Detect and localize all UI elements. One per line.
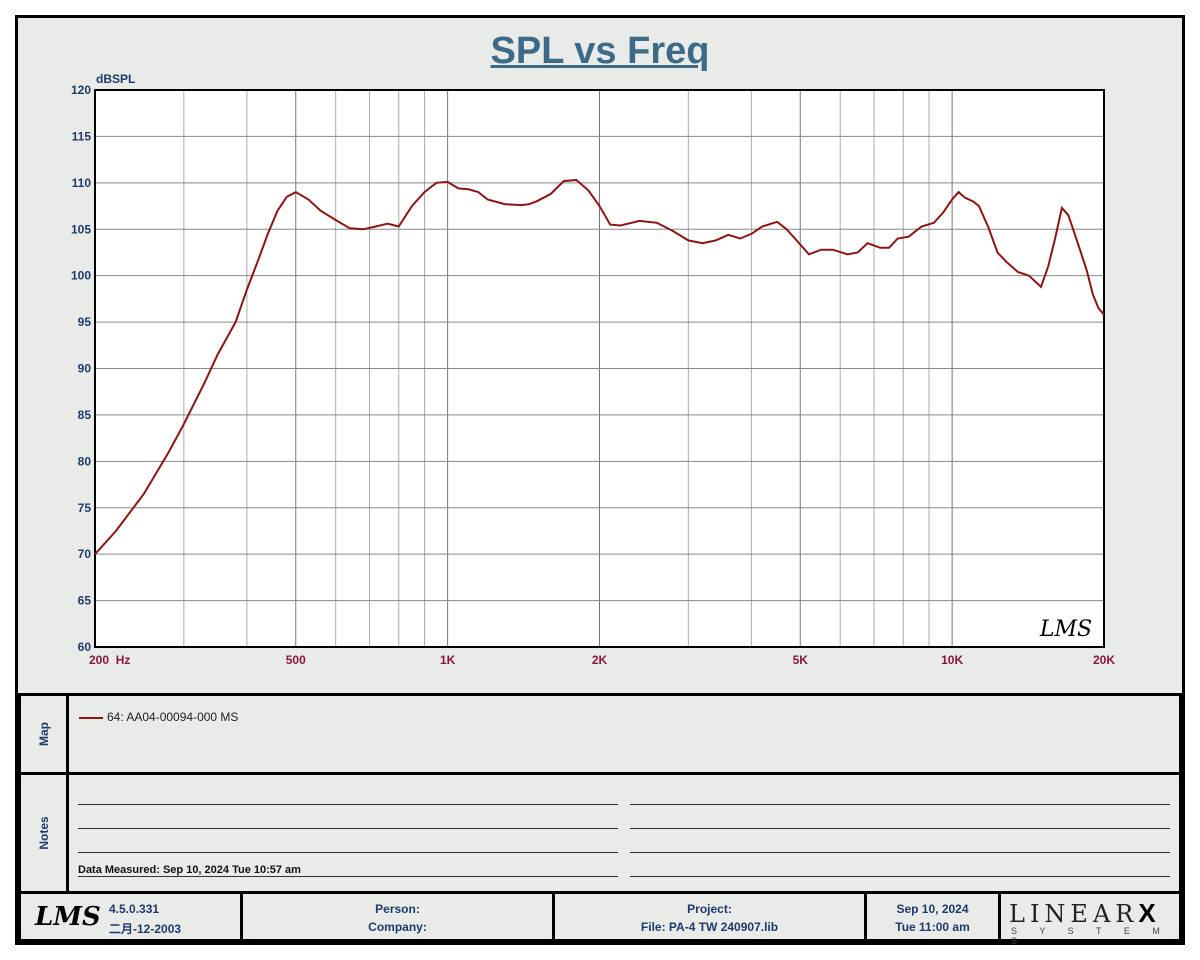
project-label: Project: <box>687 902 732 916</box>
footer-time: Tue 11:00 am <box>895 920 970 934</box>
footer-person-cell: Person: Company: <box>243 894 555 939</box>
grid <box>95 90 1104 647</box>
note-line[interactable] <box>630 852 1170 853</box>
map-panel: Map <box>18 693 1182 775</box>
brand-x: X <box>1138 898 1161 928</box>
version-text: 4.5.0.331 <box>109 902 160 916</box>
y-tick-label: 60 <box>78 640 92 654</box>
brand-subtitle: S Y S T E M S <box>1011 926 1170 946</box>
note-line[interactable] <box>630 804 1170 805</box>
footer-date-cell: Sep 10, 2024 Tue 11:00 am <box>867 894 1001 939</box>
brand-text: LINEAR <box>1009 900 1139 928</box>
y-tick-label: 80 <box>78 454 92 468</box>
footer-project-cell: Project: File: PA-4 TW 240907.lib <box>555 894 867 939</box>
brand-logo: LINEARX <box>1009 898 1161 929</box>
y-tick-labels: 60 65 70 75 80 85 90 95 100 105 110 115 120 <box>71 83 91 654</box>
build-date-text: 二月-12-2003 <box>109 922 182 936</box>
map-label: Map <box>36 722 51 746</box>
y-tick-label: 115 <box>72 129 92 143</box>
y-tick-label: 90 <box>78 362 92 376</box>
y-tick-label: 85 <box>78 408 92 422</box>
x-tick-label: 5K <box>793 653 809 667</box>
y-tick-label: 70 <box>78 547 92 561</box>
x-tick-label: 500 <box>286 653 306 667</box>
note-line[interactable] <box>630 876 1170 877</box>
plot-area: dBSPL 60 65 70 75 80 85 90 95 100 105 110 115 120 20… <box>71 72 1115 667</box>
y-tick-label: 120 <box>71 83 91 97</box>
y-tick-label: 110 <box>72 176 92 190</box>
y-axis-label: dBSPL <box>96 72 135 86</box>
plot-border <box>94 89 1105 648</box>
x-tick-label: 200 Hz <box>89 653 130 667</box>
person-label: Person: <box>375 902 420 916</box>
y-tick-label: 75 <box>78 501 92 515</box>
notes-label: Notes <box>36 816 51 850</box>
x-tick-label: 10K <box>941 653 963 667</box>
footer-bar: LMS 4.5.0.331 二月-12-2003 Person: Company… <box>18 891 1182 946</box>
series-line-spl <box>94 178 1105 555</box>
notes-label-cell: Notes <box>21 775 69 891</box>
x-tick-label: 1K <box>440 653 456 667</box>
footer-date: Sep 10, 2024 <box>896 902 969 916</box>
x-tick-label: 2K <box>592 653 608 667</box>
footer-brand-cell: LINEARX S Y S T E M S <box>1001 894 1179 946</box>
file-label: File: PA-4 TW 240907.lib <box>640 920 779 934</box>
map-label-cell: Map <box>21 696 69 772</box>
legend-entry: 64: AA04-00094-000 MS <box>107 710 239 724</box>
lms-watermark: LMS <box>1039 617 1092 642</box>
note-line[interactable] <box>78 804 618 805</box>
chart-title: SPL vs Freq <box>490 30 710 72</box>
footer-logo-cell: LMS 4.5.0.331 二月-12-2003 <box>21 894 243 939</box>
legend-swatch <box>79 717 103 719</box>
note-line[interactable] <box>78 876 618 877</box>
data-measured-text: Data Measured: Sep 10, 2024 Tue 10:57 am <box>78 864 301 876</box>
y-tick-label: 105 <box>71 222 91 236</box>
y-tick-label: 95 <box>78 315 92 329</box>
note-line[interactable] <box>78 852 618 853</box>
y-tick-label: 65 <box>78 594 92 608</box>
note-line[interactable] <box>630 828 1170 829</box>
y-tick-label: 100 <box>71 269 91 283</box>
x-tick-labels: 200 Hz 500 1K 2K 5K 10K 20K <box>89 653 1115 667</box>
company-label: Company: <box>368 920 427 934</box>
note-line[interactable] <box>78 828 618 829</box>
x-tick-label: 20K <box>1093 653 1115 667</box>
lms-logo: LMS <box>35 902 101 932</box>
